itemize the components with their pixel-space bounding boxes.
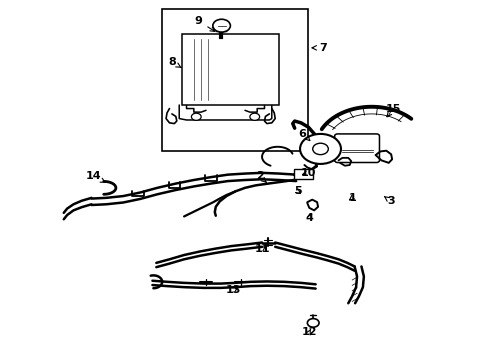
- Text: 2: 2: [256, 171, 267, 183]
- Text: 4: 4: [306, 212, 314, 222]
- Bar: [294, 169, 313, 179]
- Circle shape: [307, 319, 319, 327]
- Text: 11: 11: [255, 244, 270, 253]
- Text: 13: 13: [225, 285, 241, 295]
- Bar: [162, 9, 308, 152]
- Text: 15: 15: [386, 104, 401, 117]
- Circle shape: [313, 143, 328, 155]
- Circle shape: [250, 113, 260, 120]
- Text: 1: 1: [348, 193, 356, 203]
- Text: 14: 14: [86, 171, 105, 182]
- Text: 7: 7: [312, 43, 327, 53]
- Text: 6: 6: [298, 129, 310, 140]
- Text: 3: 3: [385, 197, 395, 206]
- Text: 8: 8: [168, 57, 181, 67]
- Circle shape: [300, 134, 341, 164]
- Text: 5: 5: [294, 186, 301, 197]
- FancyBboxPatch shape: [335, 134, 379, 162]
- Circle shape: [213, 19, 230, 32]
- Text: 12: 12: [301, 327, 317, 337]
- Circle shape: [192, 113, 201, 120]
- Text: 10: 10: [301, 168, 316, 178]
- Text: 9: 9: [195, 16, 215, 31]
- FancyBboxPatch shape: [182, 33, 279, 105]
